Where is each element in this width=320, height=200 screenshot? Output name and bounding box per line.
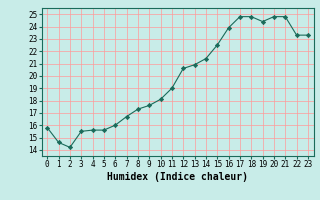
- X-axis label: Humidex (Indice chaleur): Humidex (Indice chaleur): [107, 172, 248, 182]
